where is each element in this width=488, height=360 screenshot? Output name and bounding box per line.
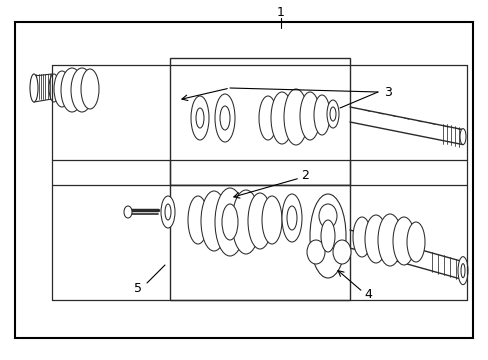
Ellipse shape — [326, 100, 338, 128]
Polygon shape — [34, 74, 52, 102]
Ellipse shape — [191, 96, 208, 140]
Ellipse shape — [201, 191, 226, 251]
Ellipse shape — [306, 240, 325, 264]
Ellipse shape — [352, 217, 370, 257]
Ellipse shape — [309, 194, 346, 278]
Ellipse shape — [406, 222, 424, 262]
Ellipse shape — [459, 129, 465, 145]
Text: 5: 5 — [134, 282, 142, 294]
Ellipse shape — [124, 206, 132, 218]
Text: 4: 4 — [364, 288, 371, 302]
Ellipse shape — [49, 74, 59, 102]
Ellipse shape — [270, 92, 292, 144]
Ellipse shape — [187, 196, 207, 244]
Ellipse shape — [222, 204, 238, 240]
Ellipse shape — [71, 68, 93, 112]
Polygon shape — [170, 185, 349, 300]
Ellipse shape — [231, 190, 260, 254]
Ellipse shape — [30, 74, 38, 102]
Ellipse shape — [164, 204, 171, 220]
Ellipse shape — [392, 217, 414, 265]
Ellipse shape — [457, 257, 467, 285]
Ellipse shape — [81, 69, 99, 109]
Ellipse shape — [61, 68, 83, 112]
Text: 3: 3 — [383, 86, 391, 99]
Ellipse shape — [299, 92, 319, 140]
Ellipse shape — [364, 215, 386, 263]
Ellipse shape — [54, 71, 70, 107]
Bar — [15, 22, 472, 338]
Ellipse shape — [220, 106, 229, 130]
Ellipse shape — [262, 196, 282, 244]
Ellipse shape — [318, 204, 336, 228]
Text: 1: 1 — [277, 5, 285, 18]
Ellipse shape — [284, 89, 307, 145]
Ellipse shape — [329, 107, 335, 121]
Ellipse shape — [215, 94, 235, 142]
Ellipse shape — [286, 206, 296, 230]
Ellipse shape — [460, 264, 464, 278]
Polygon shape — [170, 58, 349, 185]
Ellipse shape — [259, 96, 276, 140]
Ellipse shape — [161, 196, 175, 228]
Text: 2: 2 — [301, 168, 308, 181]
Ellipse shape — [320, 220, 334, 252]
Ellipse shape — [332, 240, 350, 264]
Ellipse shape — [313, 95, 329, 135]
Ellipse shape — [215, 188, 244, 256]
Ellipse shape — [377, 214, 401, 266]
Ellipse shape — [196, 108, 203, 128]
Ellipse shape — [282, 194, 302, 242]
Ellipse shape — [247, 193, 271, 249]
